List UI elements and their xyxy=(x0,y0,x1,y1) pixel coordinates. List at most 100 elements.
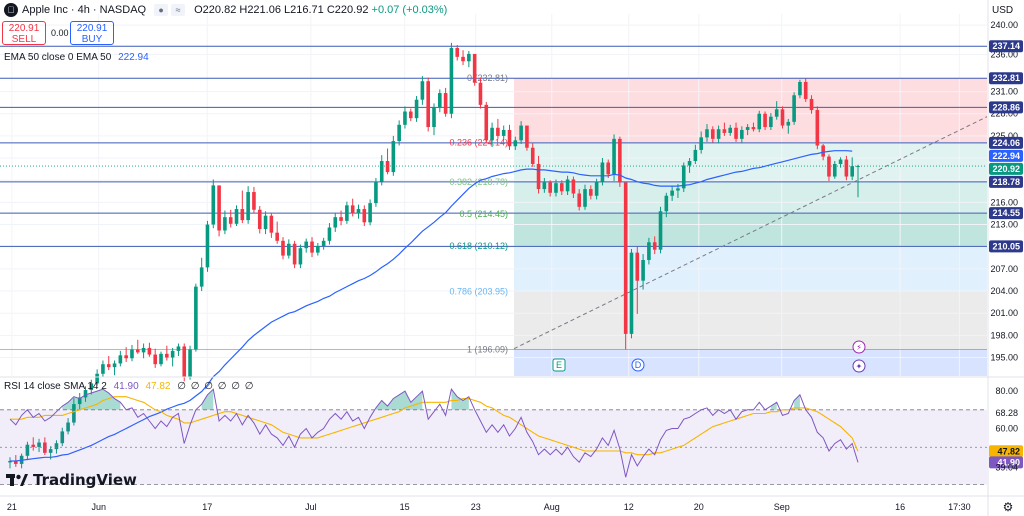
candle[interactable] xyxy=(420,76,425,105)
ema50-line[interactable] xyxy=(10,150,853,462)
candle[interactable] xyxy=(240,190,245,224)
candle[interactable] xyxy=(647,237,651,265)
split-event-marker[interactable]: ✦ xyxy=(852,359,866,373)
candle[interactable] xyxy=(670,186,674,201)
candle[interactable] xyxy=(734,122,738,142)
candle[interactable] xyxy=(600,158,605,186)
candle[interactable] xyxy=(8,457,12,469)
candle[interactable] xyxy=(379,155,384,186)
candle[interactable] xyxy=(664,192,669,218)
candle[interactable] xyxy=(112,360,117,376)
candle[interactable] xyxy=(710,126,715,143)
candle[interactable] xyxy=(217,185,221,237)
candle[interactable] xyxy=(484,101,489,144)
candle[interactable] xyxy=(327,223,332,245)
price-tag[interactable]: 218.78 xyxy=(989,175,1023,188)
dividend-marker[interactable]: D xyxy=(631,358,645,372)
candle[interactable] xyxy=(118,350,123,367)
price-tag[interactable]: 214.55 xyxy=(989,207,1023,220)
candle[interactable] xyxy=(832,161,837,179)
currency-label[interactable]: USD xyxy=(992,5,1014,16)
candle[interactable] xyxy=(693,144,698,164)
candle[interactable] xyxy=(321,237,326,250)
candle[interactable] xyxy=(740,126,744,144)
candle[interactable] xyxy=(809,95,814,114)
price-tag[interactable]: 232.81 xyxy=(989,72,1023,85)
candle[interactable] xyxy=(728,124,733,136)
candle[interactable] xyxy=(687,158,692,173)
candle[interactable] xyxy=(286,239,291,259)
candle[interactable] xyxy=(124,347,128,362)
candle[interactable] xyxy=(304,238,309,253)
candle[interactable] xyxy=(716,125,721,144)
candle[interactable] xyxy=(583,184,587,210)
candle[interactable] xyxy=(228,209,233,228)
candle[interactable] xyxy=(850,157,854,181)
candle[interactable] xyxy=(507,124,512,150)
candle[interactable] xyxy=(408,108,413,122)
candle[interactable] xyxy=(350,198,355,217)
candle[interactable] xyxy=(362,205,367,227)
candle[interactable] xyxy=(652,236,657,255)
candle[interactable] xyxy=(745,124,750,136)
candle[interactable] xyxy=(838,157,843,168)
candle[interactable] xyxy=(803,78,808,102)
candle[interactable] xyxy=(513,136,518,150)
candle[interactable] xyxy=(827,154,831,181)
tradingview-logo[interactable]: TradingView xyxy=(6,471,137,489)
compare-icon[interactable]: ≈ xyxy=(171,4,186,16)
candle[interactable] xyxy=(374,178,378,207)
candle[interactable] xyxy=(438,89,442,113)
candle[interactable] xyxy=(223,210,227,235)
candle[interactable] xyxy=(769,112,773,130)
candle[interactable] xyxy=(699,131,703,154)
candle[interactable] xyxy=(414,96,419,122)
candle[interactable] xyxy=(176,343,181,357)
candle[interactable] xyxy=(170,347,175,367)
candle[interactable] xyxy=(397,120,401,146)
candle[interactable] xyxy=(658,206,663,254)
candle[interactable] xyxy=(496,118,500,139)
candle[interactable] xyxy=(66,418,70,435)
settings-gear[interactable]: ⚙ xyxy=(1003,500,1014,514)
candle[interactable] xyxy=(275,221,279,244)
rsi-value-tag[interactable]: 41.90 xyxy=(989,456,1023,469)
candle[interactable] xyxy=(89,379,94,395)
price-tag[interactable]: 228.86 xyxy=(989,101,1023,114)
candle[interactable] xyxy=(205,220,210,272)
candle[interactable] xyxy=(403,106,407,129)
candle[interactable] xyxy=(391,135,396,176)
candle[interactable] xyxy=(37,438,41,453)
candle[interactable] xyxy=(577,189,582,211)
candle[interactable] xyxy=(310,237,314,258)
candle[interactable] xyxy=(554,179,558,197)
candle[interactable] xyxy=(182,343,187,382)
candle[interactable] xyxy=(705,124,709,142)
rsi-legend[interactable]: RSI 14 close SMA 14 2 41.90 47.82 ∅ ∅ ∅ … xyxy=(4,381,254,392)
candle[interactable] xyxy=(815,106,820,150)
candle[interactable] xyxy=(763,111,767,130)
candle[interactable] xyxy=(565,175,570,195)
candle[interactable] xyxy=(135,339,140,354)
candle[interactable] xyxy=(159,351,163,367)
candle[interactable] xyxy=(757,110,762,133)
candle[interactable] xyxy=(467,50,471,68)
candle[interactable] xyxy=(368,199,372,226)
candle[interactable] xyxy=(519,121,523,145)
candle[interactable] xyxy=(356,204,361,219)
candle[interactable] xyxy=(333,212,338,232)
candle[interactable] xyxy=(432,103,436,136)
candle[interactable] xyxy=(536,155,541,194)
candle[interactable] xyxy=(774,101,779,120)
candle[interactable] xyxy=(298,244,303,269)
candle[interactable] xyxy=(629,248,634,339)
earnings-marker[interactable]: E xyxy=(552,358,566,372)
candle[interactable] xyxy=(780,106,785,129)
candle[interactable] xyxy=(792,92,796,125)
price-tag[interactable]: 210.05 xyxy=(989,240,1023,253)
candle[interactable] xyxy=(257,206,262,234)
candle[interactable] xyxy=(798,79,802,99)
sell-button[interactable]: 220.91 SELL xyxy=(2,21,46,45)
candle[interactable] xyxy=(478,77,483,109)
